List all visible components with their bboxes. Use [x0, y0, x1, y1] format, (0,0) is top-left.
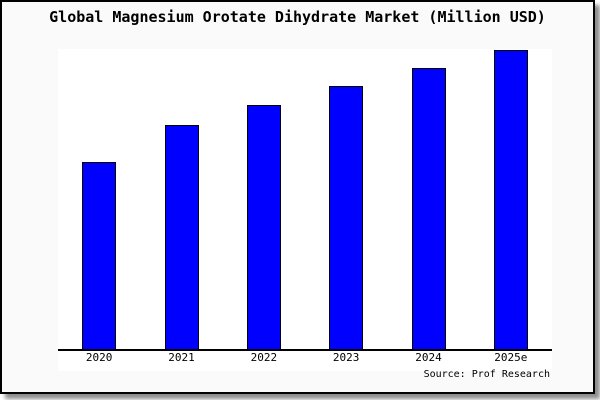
bar-2022: [246, 104, 281, 350]
bar-2020: [82, 161, 117, 350]
bar-2021: [164, 125, 199, 350]
x-tick-label-2023: 2023: [332, 351, 360, 364]
bar-2023: [329, 86, 364, 350]
x-tick-label-2020: 2020: [85, 351, 113, 364]
source-label: Source: Prof Research: [423, 369, 550, 380]
chart-title: Global Magnesium Orotate Dihydrate Marke…: [49, 8, 546, 26]
x-tick-label-2021: 2021: [168, 351, 195, 364]
bar-2024: [411, 68, 446, 350]
chart-card: Global Magnesium Orotate Dihydrate Marke…: [0, 0, 595, 394]
x-axis-line: [58, 349, 552, 351]
bar-2025e: [493, 50, 528, 350]
x-tick-label-2025e: 2025e: [494, 351, 528, 364]
x-tick-label-2024: 2024: [415, 351, 442, 364]
plot-area: 2020 2021 2022 2023 2024 2025e: [58, 49, 552, 371]
x-tick-label-2022: 2022: [250, 351, 278, 364]
